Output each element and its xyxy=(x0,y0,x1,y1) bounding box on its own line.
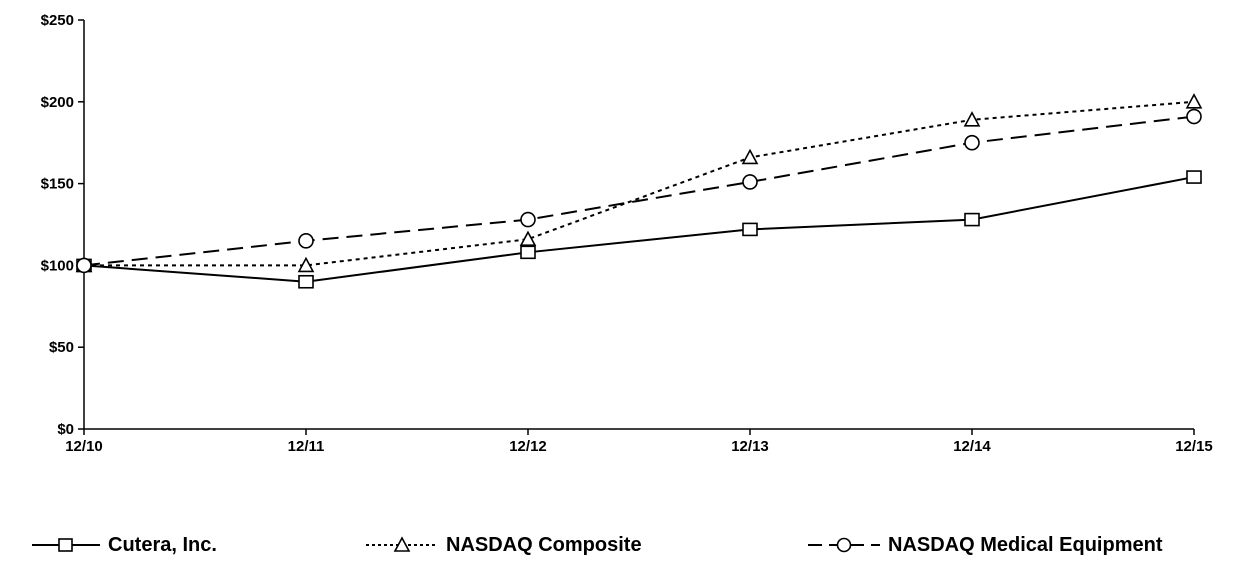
legend-label: Cutera, Inc. xyxy=(108,533,217,556)
y-axis-ticks: $0 $50 $100 $150 $200 $250 xyxy=(41,12,84,438)
data-point xyxy=(742,174,758,190)
series-2 xyxy=(75,93,1203,273)
series-line xyxy=(83,115,1195,267)
data-point xyxy=(298,274,314,289)
data-point xyxy=(520,245,536,260)
series-1 xyxy=(76,170,1202,289)
y-tick-label: $100 xyxy=(41,257,74,274)
x-tick-label: 12/15 xyxy=(1175,438,1213,455)
data-point xyxy=(1186,170,1202,184)
legend-label: NASDAQ Medical Equipment xyxy=(888,533,1163,556)
data-point xyxy=(76,257,92,274)
x-axis-ticks: 12/10 12/11 12/12 12/13 12/14 12/15 xyxy=(65,429,1213,455)
data-point xyxy=(1186,108,1202,125)
legend-label: NASDAQ Composite xyxy=(446,533,642,556)
data-point xyxy=(742,222,758,237)
chart-series xyxy=(75,93,1203,289)
data-point xyxy=(964,212,980,227)
legend-item-nasdaq-composite: NASDAQ Composite xyxy=(364,530,642,560)
data-point xyxy=(298,233,314,249)
y-tick-label: $150 xyxy=(41,176,74,193)
legend-item-nasdaq-medical: NASDAQ Medical Equipment xyxy=(806,530,1162,560)
legend-item-cutera: Cutera, Inc. xyxy=(30,530,217,560)
y-tick-label: $250 xyxy=(41,12,74,29)
y-tick-label: $200 xyxy=(41,94,74,111)
square-marker-icon xyxy=(32,538,100,552)
data-point xyxy=(741,148,759,165)
data-point xyxy=(964,134,980,151)
chart-legend: Cutera, Inc. NASDAQ Composite NASDAQ Med… xyxy=(0,530,1251,560)
series-3 xyxy=(76,108,1202,274)
x-tick-label: 12/13 xyxy=(731,438,769,455)
triangle-marker-icon xyxy=(366,536,438,552)
line-chart: $0$50$100$150$200$250 12/10 12/11 12/12 12/… xyxy=(41,12,1213,455)
data-point xyxy=(297,256,315,273)
circle-marker-icon xyxy=(808,537,880,553)
series-line xyxy=(83,176,1195,283)
data-point xyxy=(519,230,537,247)
x-tick-label: 12/12 xyxy=(509,438,547,455)
series-line xyxy=(84,100,1195,267)
x-tick-label: 12/11 xyxy=(288,438,325,455)
data-point xyxy=(963,111,981,127)
data-point xyxy=(1185,93,1203,109)
x-tick-label: 12/14 xyxy=(953,438,991,455)
chart-axes xyxy=(83,20,1194,430)
y-tick-label: $0 xyxy=(57,421,74,438)
y-tick-label: $50 xyxy=(49,339,74,356)
x-tick-label: 12/10 xyxy=(65,438,103,455)
data-point xyxy=(520,211,536,228)
